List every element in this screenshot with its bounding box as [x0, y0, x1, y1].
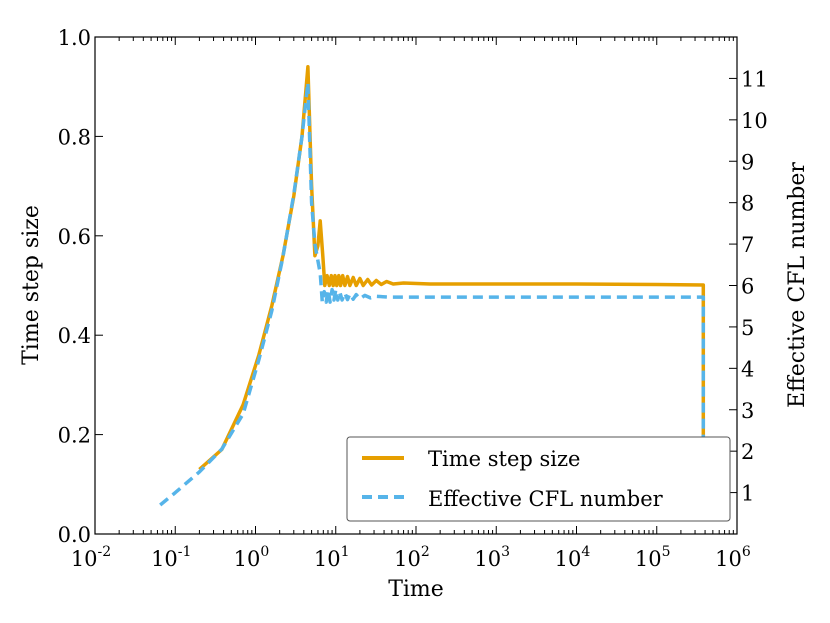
y-tick-label: 0.2	[58, 424, 91, 448]
y2-tick-label: 3	[741, 399, 754, 423]
y2-tick-label: 1	[741, 482, 754, 506]
x-tick-label-exponent: 2	[421, 544, 430, 560]
x-tick-label: 104	[555, 544, 591, 571]
y-tick-label: 0.0	[58, 523, 91, 547]
x-tick-label: 101	[314, 544, 350, 571]
legend-label-time-step-size: Time step size	[428, 447, 581, 471]
x-tick-label-exponent: -1	[178, 544, 192, 560]
x-tick-label-base: 10	[635, 547, 662, 571]
series-line-time-step-size	[198, 65, 706, 471]
y-axis-title: Time step size	[19, 205, 44, 365]
x-tick-label: 10-2	[71, 544, 111, 571]
x-tick-label: 106	[715, 544, 751, 571]
y2-tick-label: 8	[741, 192, 754, 216]
y2-axis-title: Effective CFL number	[785, 162, 810, 408]
plot-frame	[94, 36, 738, 535]
x-tick-label-exponent: 3	[501, 544, 510, 560]
x-tick-label-base: 10	[555, 547, 582, 571]
y2-tick-label: 6	[741, 275, 754, 299]
x-tick-label-base: 10	[151, 547, 178, 571]
x-tick-label-base: 10	[234, 547, 261, 571]
x-tick-label-base: 10	[71, 547, 98, 571]
y2-tick-label: 4	[741, 357, 754, 381]
series-layer	[159, 65, 706, 507]
x-tick-label-exponent: 4	[581, 544, 590, 560]
legend-label-effective-cfl-number: Effective CFL number	[428, 487, 664, 511]
y2-tick-label: 9	[741, 150, 754, 174]
y2-tick-label: 11	[741, 67, 768, 91]
y-tick-label: 1.0	[58, 26, 91, 50]
legend-box	[346, 436, 731, 522]
y-tick-label: 0.4	[58, 324, 91, 348]
x-tick-label-exponent: -2	[98, 544, 112, 560]
y2-tick-label: 10	[741, 109, 768, 133]
y2-tick-label: 7	[741, 233, 754, 257]
x-tick-label-base: 10	[314, 547, 341, 571]
x-tick-label: 103	[474, 544, 510, 571]
legend: Time step size Effective CFL number	[346, 436, 731, 522]
x-tick-label: 102	[394, 544, 430, 571]
series-line-effective-cfl-number	[159, 80, 706, 507]
x-tick-label-exponent: 0	[260, 544, 269, 560]
y-tick-label: 0.8	[58, 125, 91, 149]
y-tick-label: 0.6	[58, 225, 91, 249]
x-tick-label-base: 10	[715, 547, 742, 571]
y2-tick-label: 5	[741, 316, 754, 340]
y2-tick-label: 2	[741, 440, 754, 464]
x-tick-label: 100	[234, 544, 270, 571]
x-tick-label: 105	[635, 544, 671, 571]
x-axis-title: Time	[388, 577, 444, 602]
ticks-layer: 10-2 10-1 100 101 102 103 104 105 1060.00.20.40.…	[58, 26, 768, 571]
x-tick-label-exponent: 5	[662, 544, 671, 560]
x-tick-label-exponent: 1	[341, 544, 350, 560]
x-tick-label-base: 10	[394, 547, 421, 571]
x-tick-label-exponent: 6	[742, 544, 751, 560]
x-tick-label: 10-1	[151, 544, 191, 571]
x-tick-label-base: 10	[474, 547, 501, 571]
